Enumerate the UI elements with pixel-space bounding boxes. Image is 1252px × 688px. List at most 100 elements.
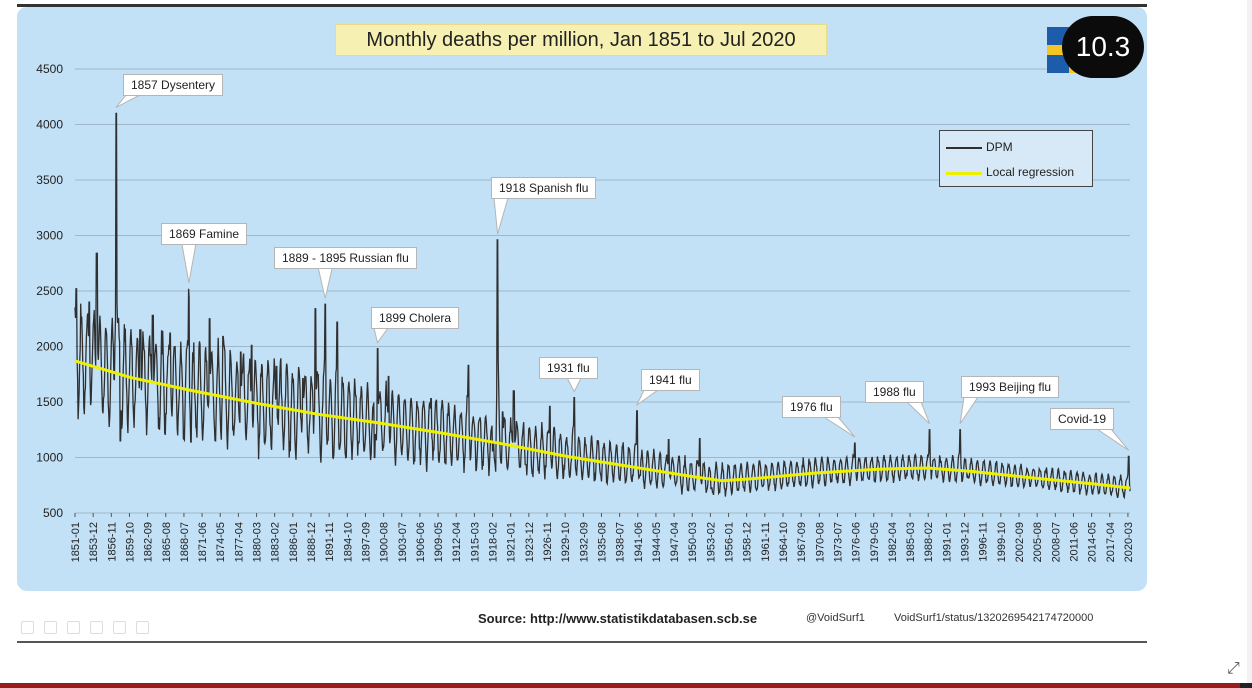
footer-bar-right	[1240, 683, 1252, 688]
x-tick-label: 1993-12	[960, 522, 972, 562]
x-tick-label: 1950-03	[687, 522, 699, 562]
x-tick-label: 1874-05	[215, 522, 227, 562]
annotation-callout: 1931 flu	[539, 357, 598, 379]
y-tick-label: 3000	[36, 229, 63, 243]
annotation-callout: 1918 Spanish flu	[491, 177, 597, 199]
badge-number: 10.3	[1062, 16, 1144, 78]
chart-svg: 500 1000 1500 2000 2500 3000 3500 4000 4500 1851-…	[36, 62, 1135, 562]
x-tick-label: 2014-05	[1087, 522, 1099, 562]
x-tick-label: 1880-03	[252, 522, 264, 562]
annotation-callout: Covid-19	[1050, 408, 1115, 430]
x-tick-label: 1883-02	[270, 522, 282, 562]
annotation-callout: 1869 Famine	[161, 223, 248, 245]
annotation-pointer	[635, 389, 660, 407]
x-tick-label: 1903-07	[397, 522, 409, 562]
x-tick-label: 1918-02	[488, 522, 500, 562]
source-text: Source: http://www.statistikdatabasen.sc…	[478, 611, 758, 626]
search-icon[interactable]	[113, 621, 126, 634]
x-tick-label: 1865-08	[161, 522, 173, 562]
x-tick-label: 1988-02	[923, 522, 935, 562]
annotation-pointer	[822, 416, 856, 438]
x-tick-label: 1958-12	[742, 522, 754, 562]
x-tick-label: 1961-11	[760, 522, 772, 562]
annotation-callout: 1988 flu	[865, 381, 924, 403]
x-tick-label: 1915-03	[469, 522, 481, 562]
x-tick-label: 2011-06	[1068, 522, 1080, 562]
y-tick-label: 4000	[36, 118, 63, 132]
x-tick-label: 1859-10	[124, 522, 136, 562]
y-tick-label: 2000	[36, 340, 63, 354]
x-tick-label: 1900-08	[379, 522, 391, 562]
annotation-callout: 1889 - 1895 Russian flu	[274, 247, 417, 269]
x-tick-label: 1851-01	[70, 522, 82, 562]
annotation-pointer	[566, 377, 583, 393]
y-tick-label: 3500	[36, 173, 63, 187]
x-tick-label: 1932-09	[578, 522, 590, 562]
footer-bar	[0, 683, 1252, 688]
next-icon[interactable]	[44, 621, 57, 634]
annotation-pointer	[1095, 428, 1130, 451]
x-tick-label: 1926-11	[542, 522, 554, 562]
legend-item-local-regression: Local regression	[946, 163, 1090, 183]
x-tick-label: 1956-01	[724, 522, 736, 562]
legend-swatch-dpm	[946, 147, 982, 149]
x-tick-label: 1909-05	[433, 522, 445, 562]
x-tick-label: 1941-06	[633, 522, 645, 562]
x-tick-label: 2008-07	[1050, 522, 1062, 562]
x-tick-label: 1871-06	[197, 522, 209, 562]
legend: DPM Local regression	[939, 130, 1093, 187]
x-tick-label: 1897-09	[360, 522, 372, 562]
x-tick-label: 1953-02	[705, 522, 717, 562]
annotation-pointer	[181, 243, 197, 283]
y-tick-label: 1000	[36, 451, 63, 465]
annotation-pointer	[373, 327, 389, 344]
annotation-pointer	[905, 401, 931, 425]
x-tick-label: 1888-12	[306, 522, 318, 562]
x-tick-label: 1886-01	[288, 522, 300, 562]
x-tick-label: 1929-10	[560, 522, 572, 562]
right-edge	[1247, 0, 1252, 683]
y-tick-label: 4500	[36, 62, 63, 76]
annotation-pointer	[115, 94, 141, 108]
slide: 500 1000 1500 2000 2500 3000 3500 4000 4500 1851-…	[17, 4, 1147, 643]
x-tick-label: 2020-03	[1123, 522, 1135, 562]
annotation-pointer	[317, 267, 333, 299]
menu-icon[interactable]	[136, 621, 149, 634]
y-tick-label: 2500	[36, 284, 63, 298]
legend-swatch-local-regression	[946, 172, 982, 175]
x-tick-label: 1973-07	[832, 522, 844, 562]
x-tick-label: 1935-08	[596, 522, 608, 562]
x-tick-label: 1912-04	[451, 522, 463, 562]
x-tick-label: 1853-12	[88, 522, 100, 562]
expand-icon[interactable]: ⤢	[1227, 660, 1240, 677]
legend-label-local-regression: Local regression	[986, 165, 1075, 179]
x-tick-label: 1991-01	[941, 522, 953, 562]
x-tick-label: 1999-10	[996, 522, 1008, 562]
legend-label-dpm: DPM	[986, 140, 1013, 154]
status-path: VoidSurf1/status/1320269542174720000	[894, 612, 1094, 624]
prev-icon[interactable]	[21, 621, 34, 634]
slide-toolbar[interactable]	[21, 621, 181, 635]
x-tick-label: 2005-08	[1032, 522, 1044, 562]
x-tick-label: 1964-10	[778, 522, 790, 562]
x-tick-label: 2017-04	[1105, 522, 1117, 562]
chart-title: Monthly deaths per million, Jan 1851 to …	[335, 24, 827, 56]
x-tick-label: 1891-11	[324, 522, 336, 562]
pen-icon[interactable]	[67, 621, 80, 634]
x-tick-label: 1906-06	[415, 522, 427, 562]
x-tick-label: 1967-09	[796, 522, 808, 562]
top-rule	[17, 4, 1147, 7]
annotation-callout: 1857 Dysentery	[123, 74, 224, 96]
annotation-callout: 1993 Beijing flu	[961, 376, 1060, 398]
x-tick-label: 1868-07	[179, 522, 191, 562]
bottom-rule	[17, 641, 1147, 643]
legend-item-dpm: DPM	[946, 138, 1090, 158]
x-tick-label: 1979-05	[869, 522, 881, 562]
annotation-callout: 1899 Cholera	[371, 307, 460, 329]
pointer-icon[interactable]	[90, 621, 103, 634]
x-tick-label: 1976-06	[851, 522, 863, 562]
y-tick-label: 500	[43, 506, 63, 520]
twitter-handle: @VoidSurf1	[806, 612, 865, 624]
x-tick-label: 1938-07	[615, 522, 627, 562]
x-tick-label: 1877-04	[233, 522, 245, 562]
